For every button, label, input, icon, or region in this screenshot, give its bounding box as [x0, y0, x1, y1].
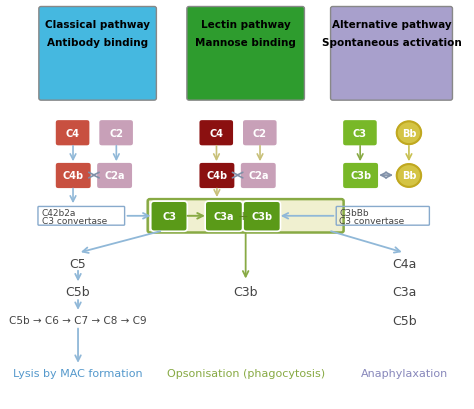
- Text: C4a: C4a: [392, 257, 417, 270]
- Text: C2a: C2a: [248, 171, 269, 181]
- Text: C4: C4: [209, 128, 223, 138]
- Text: C3b: C3b: [251, 212, 273, 222]
- FancyBboxPatch shape: [55, 120, 90, 147]
- Text: C3: C3: [353, 128, 367, 138]
- Circle shape: [397, 122, 421, 145]
- Text: Anaphylaxation: Anaphylaxation: [361, 368, 448, 378]
- Text: C5b: C5b: [392, 314, 417, 327]
- FancyBboxPatch shape: [39, 7, 156, 101]
- FancyBboxPatch shape: [96, 163, 133, 189]
- FancyBboxPatch shape: [55, 163, 91, 189]
- Text: C2: C2: [109, 128, 123, 138]
- Text: Bb: Bb: [401, 128, 416, 138]
- FancyBboxPatch shape: [243, 202, 281, 232]
- Text: Classical pathway: Classical pathway: [45, 20, 150, 29]
- FancyBboxPatch shape: [199, 120, 234, 147]
- Text: C3 convertase: C3 convertase: [42, 217, 107, 226]
- FancyBboxPatch shape: [151, 202, 187, 232]
- FancyBboxPatch shape: [240, 163, 276, 189]
- Text: Bb: Bb: [401, 171, 416, 181]
- FancyBboxPatch shape: [148, 200, 344, 233]
- FancyBboxPatch shape: [242, 120, 277, 147]
- Text: Opsonisation (phagocytosis): Opsonisation (phagocytosis): [166, 368, 325, 378]
- Text: C3b: C3b: [233, 285, 258, 298]
- Text: C3b: C3b: [350, 171, 371, 181]
- Text: C5: C5: [70, 257, 86, 270]
- Text: C5b: C5b: [66, 285, 91, 298]
- Text: Antibody binding: Antibody binding: [47, 38, 148, 48]
- Text: C4b: C4b: [63, 171, 84, 181]
- Text: C4: C4: [65, 128, 80, 138]
- Text: C4b: C4b: [206, 171, 228, 181]
- FancyBboxPatch shape: [205, 202, 243, 232]
- Text: Mannose binding: Mannose binding: [195, 38, 296, 48]
- Text: C3 convertase: C3 convertase: [339, 217, 404, 226]
- FancyBboxPatch shape: [199, 163, 235, 189]
- Text: +: +: [237, 210, 248, 223]
- Text: Alternative pathway: Alternative pathway: [332, 20, 451, 29]
- Text: C5b → C6 → C7 → C8 → C9: C5b → C6 → C7 → C8 → C9: [9, 315, 147, 325]
- Text: C2a: C2a: [104, 171, 125, 181]
- Circle shape: [397, 165, 421, 187]
- Text: C2: C2: [253, 128, 267, 138]
- FancyBboxPatch shape: [330, 7, 453, 101]
- Text: Lectin pathway: Lectin pathway: [201, 20, 291, 29]
- FancyBboxPatch shape: [187, 7, 304, 101]
- FancyBboxPatch shape: [342, 163, 379, 189]
- FancyBboxPatch shape: [99, 120, 134, 147]
- Text: Spontaneous activation: Spontaneous activation: [322, 38, 461, 48]
- FancyBboxPatch shape: [342, 120, 378, 147]
- Text: C3a: C3a: [214, 212, 234, 222]
- Text: C3a: C3a: [392, 285, 417, 298]
- Text: C3: C3: [162, 212, 176, 222]
- Text: C42b2a: C42b2a: [42, 209, 76, 218]
- Text: C3bBb: C3bBb: [339, 209, 369, 218]
- Text: Lysis by MAC formation: Lysis by MAC formation: [13, 368, 143, 378]
